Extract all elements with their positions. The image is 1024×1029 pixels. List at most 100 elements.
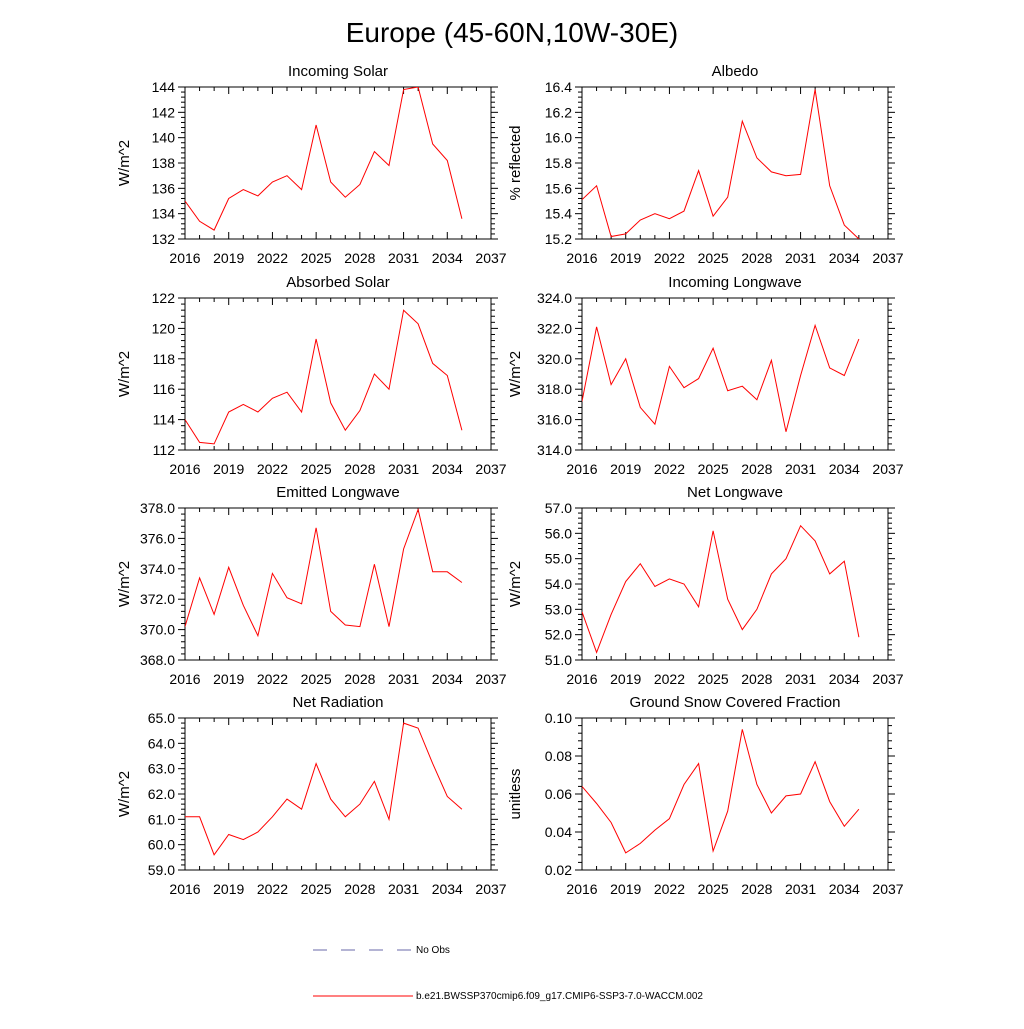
x-tick-label: 2025 bbox=[698, 250, 729, 266]
y-tick-label: 372.0 bbox=[140, 591, 175, 607]
y-tick-label: 318.0 bbox=[537, 381, 572, 397]
x-tick-label: 2031 bbox=[388, 250, 419, 266]
x-tick-label: 2031 bbox=[785, 881, 816, 897]
y-tick-label: 120 bbox=[152, 320, 176, 336]
y-axis-label: W/m^2 bbox=[116, 351, 133, 397]
x-tick-label: 2034 bbox=[432, 671, 463, 687]
x-tick-label: 2016 bbox=[566, 671, 597, 687]
y-tick-label: 54.0 bbox=[545, 576, 572, 592]
x-tick-label: 2037 bbox=[475, 461, 506, 477]
x-tick-label: 2016 bbox=[169, 461, 200, 477]
panel-incoming-longwave: 2016 2019 2022 2025 2028 2031 2034 2037 314.0 316… bbox=[507, 274, 904, 477]
x-tick-label: 2025 bbox=[301, 671, 332, 687]
y-tick-label: 140 bbox=[152, 130, 176, 146]
series-line bbox=[185, 309, 463, 445]
x-tick-label: 2022 bbox=[654, 881, 685, 897]
legend-model-label: b.e21.BWSSP370cmip6.f09_g17.CMIP6-SSP3-7… bbox=[416, 991, 703, 1002]
series-line bbox=[582, 89, 860, 239]
x-tick-label: 2022 bbox=[257, 881, 288, 897]
x-tick-label: 2019 bbox=[610, 461, 641, 477]
x-tick-label: 2034 bbox=[432, 250, 463, 266]
y-tick-label: 56.0 bbox=[545, 525, 572, 541]
x-tick-label: 2016 bbox=[566, 881, 597, 897]
x-tick-label: 2031 bbox=[388, 671, 419, 687]
y-tick-label: 314.0 bbox=[537, 442, 572, 458]
panel-title: Net Radiation bbox=[293, 694, 384, 711]
plot-frame bbox=[184, 507, 492, 661]
y-tick-label: 62.0 bbox=[148, 786, 175, 802]
x-tick-label: 2031 bbox=[388, 461, 419, 477]
y-tick-label: 55.0 bbox=[545, 551, 572, 567]
series-line bbox=[185, 87, 463, 231]
x-tick-label: 2037 bbox=[872, 461, 903, 477]
x-tick-label: 2037 bbox=[872, 250, 903, 266]
x-tick-label: 2034 bbox=[829, 881, 860, 897]
x-tick-label: 2022 bbox=[654, 250, 685, 266]
x-tick-label: 2031 bbox=[388, 881, 419, 897]
y-tick-label: 0.02 bbox=[545, 862, 572, 878]
panel-title: Incoming Solar bbox=[288, 63, 388, 80]
x-tick-label: 2019 bbox=[213, 461, 244, 477]
y-tick-label: 118 bbox=[153, 351, 176, 367]
y-axis-label: W/m^2 bbox=[116, 771, 133, 817]
x-tick-label: 2034 bbox=[432, 461, 463, 477]
x-tick-label: 2034 bbox=[829, 461, 860, 477]
y-tick-label: 15.8 bbox=[545, 155, 572, 171]
x-tick-label: 2034 bbox=[432, 881, 463, 897]
y-tick-label: 0.10 bbox=[545, 710, 572, 726]
y-tick-label: 116 bbox=[153, 381, 176, 397]
y-tick-label: 63.0 bbox=[148, 761, 175, 777]
x-tick-label: 2022 bbox=[257, 671, 288, 687]
y-tick-label: 316.0 bbox=[537, 412, 572, 428]
y-tick-label: 370.0 bbox=[140, 622, 175, 638]
y-tick-label: 15.4 bbox=[545, 206, 572, 222]
panel-title: Ground Snow Covered Fraction bbox=[630, 694, 841, 711]
x-tick-label: 2019 bbox=[213, 250, 244, 266]
x-tick-label: 2022 bbox=[654, 671, 685, 687]
y-axis-label: W/m^2 bbox=[507, 561, 524, 607]
x-tick-label: 2028 bbox=[344, 250, 375, 266]
y-axis-label: W/m^2 bbox=[507, 351, 524, 397]
x-tick-label: 2028 bbox=[741, 671, 772, 687]
y-axis-label: W/m^2 bbox=[116, 140, 133, 186]
y-tick-label: 53.0 bbox=[545, 601, 572, 617]
x-tick-label: 2016 bbox=[169, 671, 200, 687]
y-axis-label: unitless bbox=[507, 769, 524, 820]
x-tick-label: 2022 bbox=[654, 461, 685, 477]
panel-title: Absorbed Solar bbox=[286, 274, 389, 291]
y-tick-label: 368.0 bbox=[140, 652, 175, 668]
y-tick-label: 138 bbox=[152, 155, 176, 171]
x-tick-label: 2028 bbox=[344, 671, 375, 687]
x-tick-label: 2019 bbox=[610, 671, 641, 687]
x-tick-label: 2037 bbox=[475, 250, 506, 266]
x-tick-label: 2016 bbox=[169, 250, 200, 266]
x-tick-label: 2016 bbox=[566, 461, 597, 477]
series-line bbox=[582, 729, 860, 854]
y-tick-label: 16.4 bbox=[545, 79, 572, 95]
x-tick-label: 2019 bbox=[610, 250, 641, 266]
y-tick-label: 122 bbox=[152, 290, 176, 306]
y-tick-label: 16.2 bbox=[545, 104, 572, 120]
x-tick-label: 2019 bbox=[213, 671, 244, 687]
x-tick-label: 2016 bbox=[169, 881, 200, 897]
y-axis-label: % reflected bbox=[507, 125, 524, 200]
y-tick-label: 64.0 bbox=[148, 735, 175, 751]
y-tick-label: 51.0 bbox=[545, 652, 572, 668]
y-tick-label: 112 bbox=[153, 442, 176, 458]
panel-absorbed-solar: 2016 2019 2022 2025 2028 2031 2034 2037 112 114 11… bbox=[116, 274, 507, 477]
y-tick-label: 114 bbox=[153, 412, 176, 428]
x-tick-label: 2016 bbox=[566, 250, 597, 266]
panels: 2016 2019 2022 2025 2028 2031 2034 2037 132 134 13… bbox=[116, 63, 904, 897]
x-tick-label: 2025 bbox=[698, 671, 729, 687]
y-tick-label: 15.2 bbox=[545, 231, 572, 247]
panel-emitted-longwave: 2016 2019 2022 2025 2028 2031 2034 2037 368.0 370… bbox=[116, 484, 507, 687]
panel-net-radiation: 2016 2019 2022 2025 2028 2031 2034 2037 59.0 60.0… bbox=[116, 694, 507, 897]
y-tick-label: 0.06 bbox=[545, 786, 572, 802]
y-tick-label: 16.0 bbox=[545, 130, 572, 146]
series-line bbox=[185, 508, 463, 638]
y-tick-label: 132 bbox=[152, 231, 176, 247]
panel-albedo: 2016 2019 2022 2025 2028 2031 2034 2037 15.2 15.4… bbox=[507, 63, 904, 266]
y-tick-label: 52.0 bbox=[545, 627, 572, 643]
y-tick-label: 142 bbox=[152, 104, 176, 120]
